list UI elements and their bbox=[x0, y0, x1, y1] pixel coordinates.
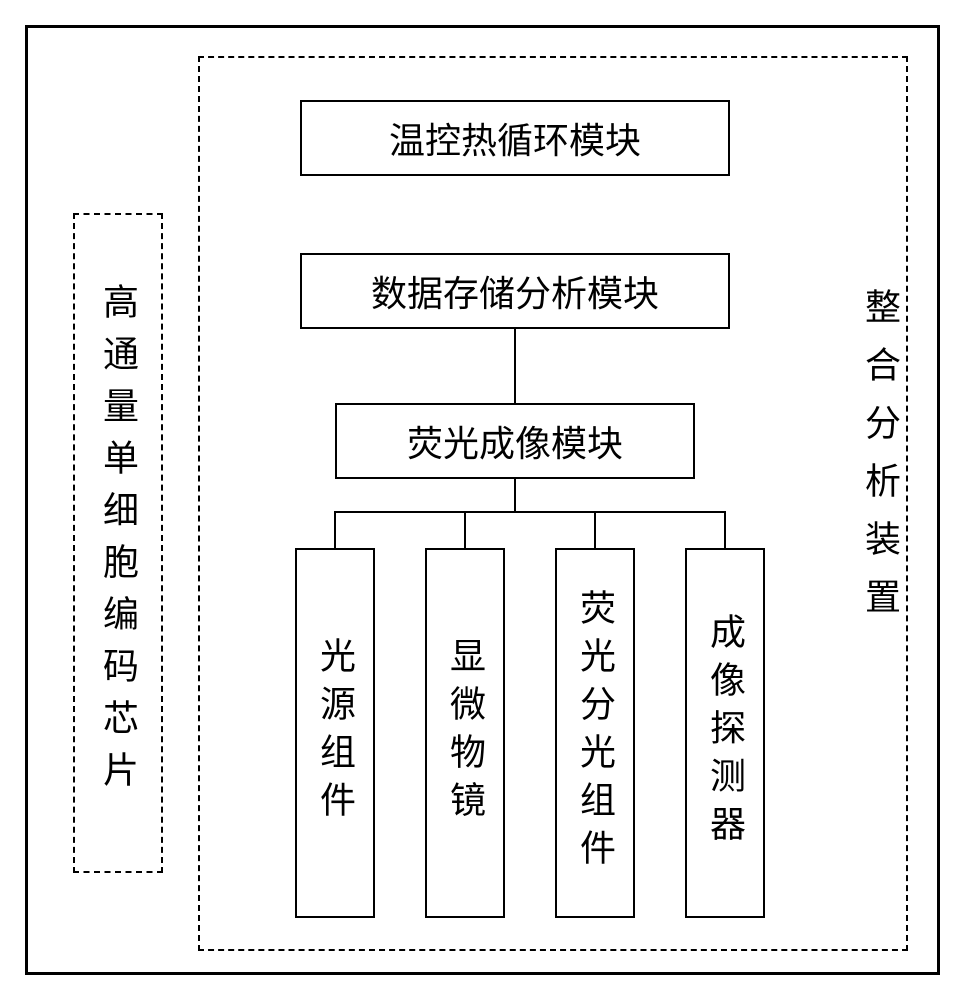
analysis-device-container: 整合分析装置 温控热循环模块 数据存储分析模块 荧光成像模块 光源组件 显微物镜… bbox=[198, 56, 908, 951]
connector-line bbox=[594, 511, 596, 549]
connector-line bbox=[334, 511, 726, 513]
thermal-cycle-module: 温控热循环模块 bbox=[300, 100, 730, 176]
connector-line bbox=[334, 511, 336, 549]
data-storage-module: 数据存储分析模块 bbox=[300, 253, 730, 329]
light-source-component: 光源组件 bbox=[295, 548, 375, 918]
connector-line bbox=[514, 478, 516, 512]
left-chip-box: 高通量单细胞编码芯片 bbox=[73, 213, 163, 873]
microscope-objective: 显微物镜 bbox=[425, 548, 505, 918]
connector-line bbox=[724, 511, 726, 549]
microscope-label: 显微物镜 bbox=[447, 637, 483, 829]
fluorescence-splitter: 荧光分光组件 bbox=[555, 548, 635, 918]
splitter-label: 荧光分光组件 bbox=[577, 589, 613, 877]
analysis-device-label: 整合分析装置 bbox=[862, 288, 898, 636]
imaging-detector: 成像探测器 bbox=[685, 548, 765, 918]
light-source-label: 光源组件 bbox=[317, 637, 353, 829]
diagram-outer-frame: 高通量单细胞编码芯片 整合分析装置 温控热循环模块 数据存储分析模块 荧光成像模… bbox=[25, 25, 940, 975]
left-chip-label: 高通量单细胞编码芯片 bbox=[100, 283, 136, 803]
connector-line bbox=[464, 511, 466, 549]
connector-line bbox=[514, 328, 516, 404]
detector-label: 成像探测器 bbox=[707, 613, 743, 853]
fluorescence-imaging-module: 荧光成像模块 bbox=[335, 403, 695, 479]
